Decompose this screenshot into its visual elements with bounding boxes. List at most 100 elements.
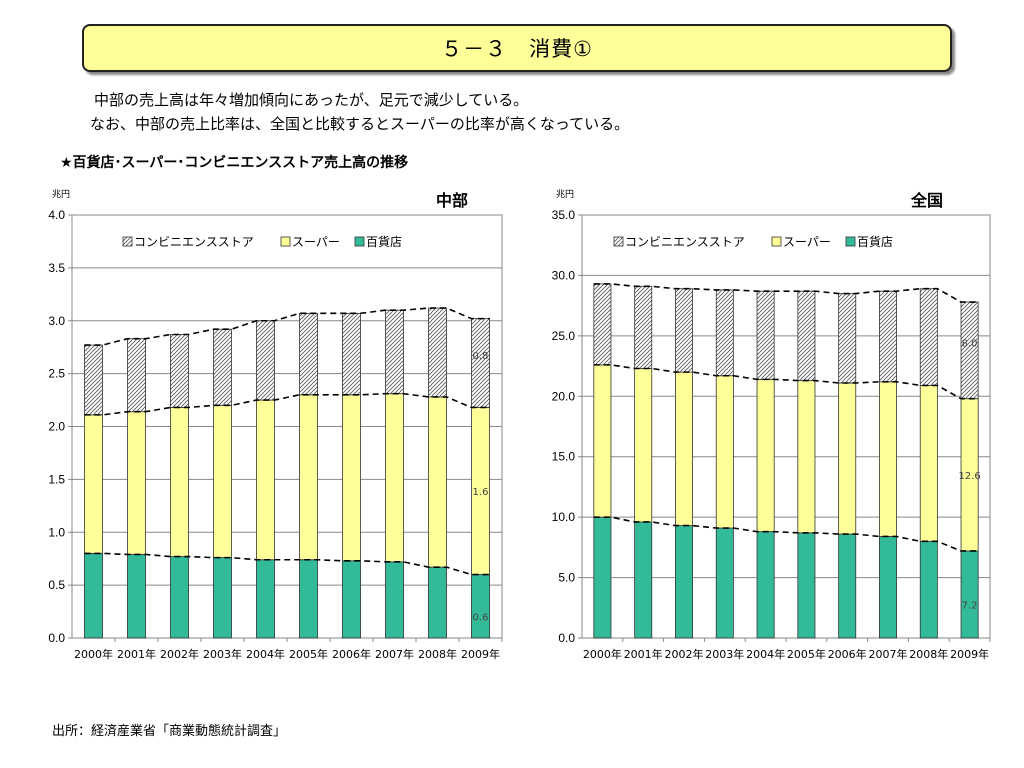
y-unit-label: 兆円 [556, 189, 574, 200]
bar-conv [756, 290, 775, 380]
legend-swatch-dept [845, 236, 856, 247]
bar-conv [256, 320, 275, 401]
bar-conv [879, 290, 897, 383]
y-tick-label: 35.0 [552, 208, 576, 222]
legend-swatch-super [771, 236, 782, 247]
bar-super [715, 375, 734, 529]
trend-line-conv [593, 283, 979, 303]
data-label: 1.6 [473, 487, 489, 498]
x-tick-label: 2001年 [624, 647, 663, 661]
y-tick-label: 0.0 [558, 631, 575, 645]
x-tick-label: 2002年 [665, 647, 704, 661]
chart-region-title: 全国 [910, 191, 943, 210]
x-tick-label: 2005年 [787, 647, 826, 661]
trend-line-conv [84, 307, 490, 346]
chart-chubu: 0.0 0.5 1.0 1.5 2.0 2.5 3.0 3.5 4.0 兆円 中部 2000年 2001… [48, 189, 503, 661]
legend-swatch-dept [354, 236, 365, 247]
legend-swatch-super [280, 236, 291, 247]
bar-conv [84, 344, 103, 416]
x-tick-label: 2004年 [746, 647, 785, 661]
legend-swatch-conv [613, 236, 624, 247]
y-tick-label: 1.5 [48, 472, 65, 486]
bar-dept [127, 554, 146, 639]
x-tick-label: 2007年 [375, 647, 414, 661]
x-tick-label: 2003年 [705, 647, 744, 661]
bar-super [838, 382, 857, 535]
y-tick-label: 3.5 [48, 261, 65, 275]
y-tick-label: 1.0 [48, 525, 65, 539]
bar-conv [385, 309, 404, 395]
bar-super [342, 394, 361, 562]
y-tick-label: 4.0 [48, 208, 65, 222]
bar-super [797, 380, 816, 534]
legend-label: スーパー [292, 235, 340, 249]
y-tick-label: 25.0 [552, 329, 576, 343]
trend-line-dept [84, 552, 490, 576]
data-label: 0.6 [473, 612, 489, 623]
y-tick-label: 20.0 [552, 389, 576, 403]
data-label: 0.8 [473, 351, 489, 362]
x-tick-label: 2000年 [583, 647, 622, 661]
bar-conv [170, 334, 189, 408]
x-tick-label: 2008年 [418, 647, 457, 661]
x-tick-label: 2007年 [869, 647, 908, 661]
bar-dept [838, 533, 857, 639]
bar-dept [213, 557, 232, 639]
bar-super [428, 396, 447, 568]
legend-swatch-conv [122, 236, 133, 247]
bar-dept [715, 527, 734, 639]
y-tick-label: 2.5 [48, 367, 65, 381]
bar-conv [127, 338, 146, 413]
bar-conv [593, 283, 612, 366]
bar-dept [256, 559, 275, 639]
bar-conv [919, 288, 938, 386]
bar-super [84, 414, 103, 554]
bar-super [634, 368, 653, 523]
bar-conv [675, 288, 693, 373]
bar-dept [84, 553, 103, 639]
y-tick-label: 5.0 [558, 571, 575, 585]
bar-dept [675, 525, 693, 639]
data-label: 8.0 [962, 338, 978, 349]
bar-conv [960, 301, 979, 400]
page-title-box: ５－３ 消費① [82, 24, 952, 72]
x-tick-label: 2006年 [332, 647, 371, 661]
y-tick-label: 10.0 [552, 510, 576, 524]
x-tick-label: 2003年 [203, 647, 242, 661]
x-tick-label: 2006年 [828, 647, 867, 661]
legend-label: コンビニエンスストア [134, 235, 254, 249]
y-tick-label: 2.0 [48, 420, 65, 434]
x-tick-label: 2005年 [289, 647, 328, 661]
bar-conv [471, 318, 490, 408]
bar-conv [428, 307, 447, 398]
page-title: ５－３ 消費① [441, 37, 593, 61]
bar-dept [879, 536, 897, 639]
legend-label: 百貨店 [857, 234, 893, 249]
bar-super [593, 364, 612, 518]
bar-dept [385, 561, 404, 639]
bar-conv [634, 285, 653, 369]
bar-dept [797, 532, 816, 639]
legend-label: コンビニエンスストア [625, 235, 745, 249]
trend-line-super [593, 364, 979, 400]
bar-dept [170, 556, 189, 639]
bar-conv [299, 312, 318, 396]
bar-dept [299, 559, 318, 639]
trend-line-super [84, 392, 490, 416]
legend-label: 百貨店 [366, 234, 402, 249]
y-tick-label: 0.5 [48, 578, 65, 592]
y-tick-label: 15.0 [552, 450, 576, 464]
bar-dept [756, 531, 775, 639]
x-tick-label: 2001年 [117, 647, 156, 661]
bar-super [675, 371, 693, 527]
legend-label: スーパー [783, 235, 831, 249]
x-tick-label: 2009年 [461, 647, 500, 661]
bar-conv [797, 290, 816, 381]
chart-subtitle: ★百貨店･スーパー･コンビニエンスストア売上高の推移 [60, 155, 409, 171]
bar-dept [342, 560, 361, 639]
bar-dept [428, 566, 447, 639]
bar-conv [213, 328, 232, 406]
chart-region-title: 中部 [436, 191, 468, 210]
